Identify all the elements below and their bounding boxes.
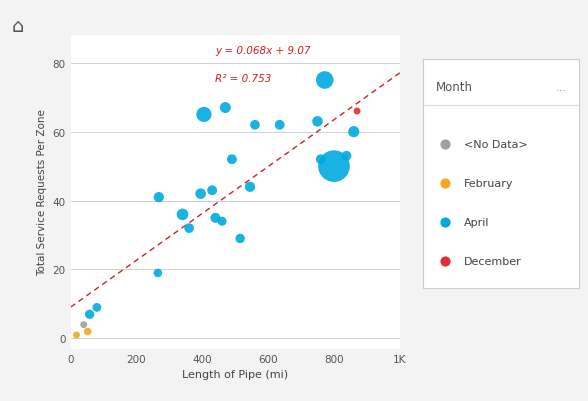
Point	[275, 122, 285, 129]
Point	[316, 157, 326, 163]
Point	[440, 180, 450, 187]
X-axis label: Length of Pipe (mi): Length of Pipe (mi)	[182, 369, 288, 379]
Point	[329, 164, 339, 170]
Point	[196, 191, 205, 197]
Point	[352, 109, 362, 115]
Point	[208, 188, 217, 194]
Point	[83, 328, 92, 335]
Text: R² = 0.753: R² = 0.753	[215, 74, 272, 83]
Point	[342, 153, 351, 160]
Point	[211, 215, 220, 221]
Point	[235, 236, 245, 242]
Point	[349, 129, 359, 136]
Point	[250, 122, 260, 129]
Point	[218, 219, 227, 225]
Point	[92, 304, 102, 311]
Point	[85, 311, 94, 318]
Point	[320, 77, 329, 84]
Point	[72, 332, 81, 338]
Point	[199, 112, 209, 118]
Point	[245, 184, 255, 190]
Y-axis label: Total Service Requests Per Zone: Total Service Requests Per Zone	[37, 109, 47, 276]
Text: December: December	[464, 256, 522, 266]
Point	[178, 212, 187, 218]
Point	[313, 119, 322, 125]
Text: Month: Month	[436, 81, 473, 94]
Point	[79, 322, 88, 328]
Text: ⌂: ⌂	[11, 17, 24, 36]
Text: y = 0.068x + 9.07: y = 0.068x + 9.07	[215, 45, 311, 55]
Point	[154, 194, 163, 201]
Text: February: February	[464, 178, 513, 188]
Point	[185, 225, 194, 232]
Point	[153, 270, 162, 276]
Point	[440, 219, 450, 226]
Text: ...: ...	[556, 81, 567, 94]
Point	[440, 142, 450, 148]
Point	[227, 157, 236, 163]
Point	[440, 258, 450, 265]
Point	[220, 105, 230, 111]
Text: April: April	[464, 217, 489, 227]
Text: <No Data>: <No Data>	[464, 140, 527, 150]
